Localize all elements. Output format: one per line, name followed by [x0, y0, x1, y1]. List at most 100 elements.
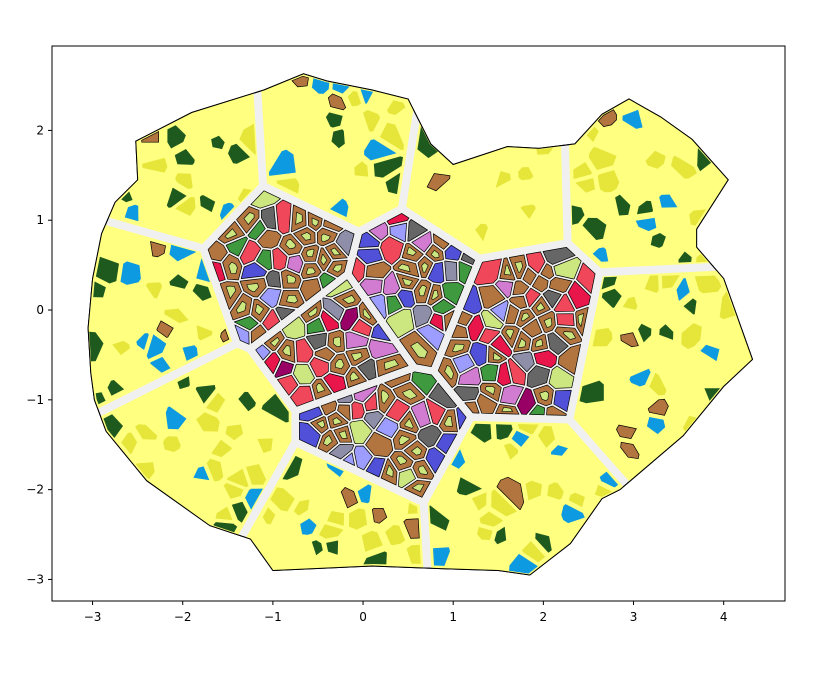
building	[259, 287, 282, 308]
field-patch	[145, 282, 162, 299]
building	[358, 231, 380, 248]
building	[427, 262, 445, 284]
field-patch	[215, 506, 233, 521]
field-patch	[327, 511, 344, 526]
building	[250, 324, 267, 344]
field-patch	[597, 109, 617, 127]
building	[212, 261, 226, 282]
field-patch	[479, 511, 503, 527]
field-patch	[592, 328, 613, 347]
y-tick-label: 1	[36, 213, 44, 227]
courtyard	[485, 385, 496, 396]
building	[444, 310, 455, 332]
city-wall	[87, 73, 754, 576]
field-patch	[518, 424, 539, 435]
building	[557, 344, 581, 375]
building	[473, 258, 502, 286]
field-patch	[196, 258, 210, 283]
building	[264, 352, 281, 375]
field-patch	[696, 254, 708, 263]
field-patch	[615, 194, 631, 216]
building	[351, 257, 366, 283]
district	[261, 73, 414, 228]
building	[508, 295, 528, 309]
building	[507, 358, 527, 386]
building	[442, 282, 465, 306]
field-patch	[262, 507, 276, 525]
field-patch	[219, 202, 235, 220]
building	[542, 289, 562, 309]
field-patch	[270, 487, 295, 512]
field-patch	[522, 541, 546, 563]
building	[262, 309, 281, 331]
field-patch	[300, 518, 317, 535]
courtyard	[349, 371, 360, 382]
y-tick-label: −1	[26, 393, 44, 407]
building	[233, 316, 259, 331]
field-patch	[146, 334, 167, 360]
field-patch	[429, 505, 450, 531]
farmland	[427, 421, 624, 575]
field-patch	[704, 388, 721, 401]
building	[526, 365, 551, 388]
field-patch	[647, 398, 669, 416]
building	[370, 323, 391, 342]
courtyard	[286, 274, 297, 284]
farmland	[261, 73, 414, 228]
building	[274, 360, 294, 378]
building	[494, 280, 514, 299]
field-patch	[211, 439, 232, 458]
field-patch	[167, 125, 186, 149]
district	[427, 421, 624, 575]
courtyard	[444, 365, 454, 380]
courtyard	[418, 285, 427, 297]
field-patch	[697, 148, 712, 172]
courtyard	[501, 406, 513, 413]
courtyard	[505, 328, 515, 340]
field-patch	[403, 518, 420, 539]
courtyard	[385, 464, 394, 478]
building	[549, 276, 573, 293]
building	[351, 318, 372, 337]
field-patch	[646, 417, 666, 435]
field-patch	[93, 281, 106, 298]
y-axis: −3 −2 −1 0 1 2	[26, 123, 52, 586]
building	[478, 285, 506, 309]
field-patch	[276, 178, 300, 194]
district	[437, 246, 596, 416]
building	[490, 334, 513, 358]
field-patch	[407, 502, 418, 514]
district	[406, 121, 564, 255]
building	[452, 353, 475, 374]
building	[407, 219, 428, 242]
courtyard	[543, 317, 553, 328]
x-tick-label: 4	[720, 610, 728, 624]
building	[531, 275, 549, 293]
building	[417, 424, 442, 448]
field-patch	[112, 340, 130, 356]
building	[469, 342, 487, 367]
y-tick-label: −3	[26, 572, 44, 586]
courtyard	[295, 211, 303, 225]
building	[386, 213, 410, 225]
field-patch	[107, 380, 125, 396]
building	[480, 363, 499, 382]
courtyard	[342, 294, 356, 304]
field-patch	[326, 463, 344, 477]
field-patch	[694, 275, 722, 294]
building	[281, 316, 306, 340]
field-patch	[681, 323, 702, 349]
building	[411, 231, 432, 253]
field-patch	[213, 522, 238, 533]
courtyard	[410, 446, 422, 456]
field-patch	[349, 508, 368, 530]
building	[478, 328, 500, 344]
building	[457, 311, 473, 326]
field-patch	[475, 223, 488, 242]
field-patch	[561, 504, 585, 524]
field-patch	[211, 135, 225, 150]
building	[257, 229, 282, 249]
x-tick-label: −3	[84, 610, 102, 624]
field-patch	[644, 275, 659, 293]
